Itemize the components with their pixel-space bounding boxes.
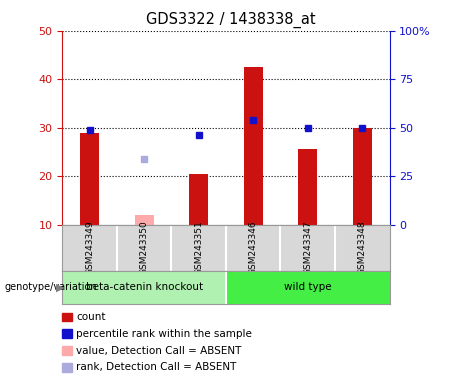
Text: ▶: ▶ — [56, 282, 65, 292]
Bar — [226, 271, 390, 304]
Text: GDS3322 / 1438338_at: GDS3322 / 1438338_at — [146, 12, 315, 28]
Text: percentile rank within the sample: percentile rank within the sample — [76, 329, 252, 339]
Text: wild type: wild type — [284, 282, 331, 293]
Text: GSM243350: GSM243350 — [140, 220, 148, 275]
Bar — [62, 363, 72, 372]
Text: GSM243349: GSM243349 — [85, 220, 94, 275]
Text: GSM243348: GSM243348 — [358, 220, 367, 275]
Bar — [80, 132, 99, 225]
Bar — [62, 313, 72, 321]
Text: count: count — [76, 312, 106, 322]
Text: rank, Detection Call = ABSENT: rank, Detection Call = ABSENT — [76, 362, 236, 372]
Bar — [243, 67, 263, 225]
Text: genotype/variation: genotype/variation — [5, 282, 97, 292]
Text: GSM243351: GSM243351 — [194, 220, 203, 275]
Bar — [62, 346, 72, 355]
Bar — [298, 149, 317, 225]
Text: value, Detection Call = ABSENT: value, Detection Call = ABSENT — [76, 346, 242, 356]
Bar — [353, 128, 372, 225]
Bar — [189, 174, 208, 225]
Bar — [62, 329, 72, 338]
Text: GSM243347: GSM243347 — [303, 220, 312, 275]
Text: GSM243346: GSM243346 — [248, 220, 258, 275]
Text: beta-catenin knockout: beta-catenin knockout — [85, 282, 203, 293]
Bar — [135, 215, 154, 225]
Bar — [62, 271, 226, 304]
